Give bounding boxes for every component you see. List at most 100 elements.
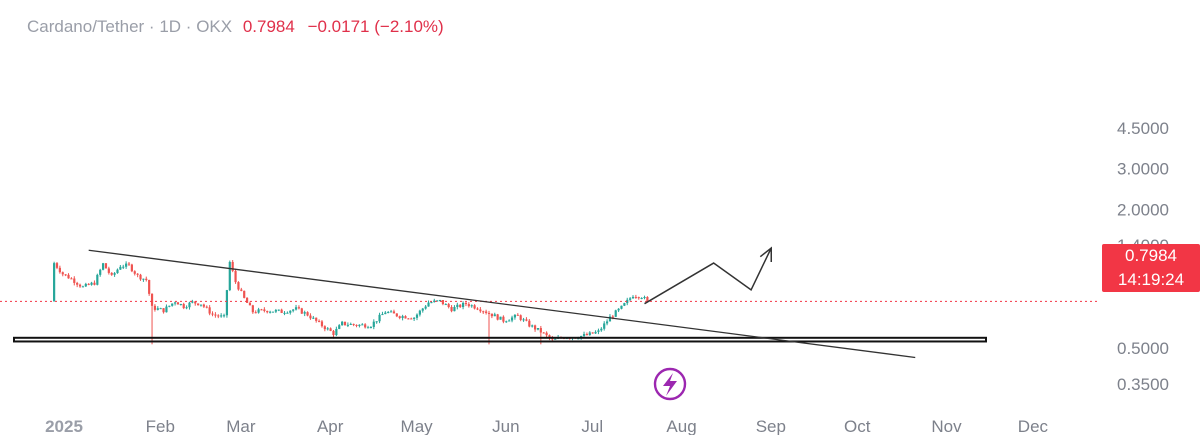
exchange-label: OKX (196, 17, 233, 36)
x-tick-label: Dec (1018, 417, 1049, 435)
candle-body (87, 283, 90, 285)
candle-body (306, 312, 309, 316)
candle-body (260, 309, 263, 311)
candle-body (96, 274, 99, 285)
candle-body (395, 313, 398, 317)
candle-body (485, 311, 488, 313)
candle-body (375, 321, 378, 323)
symbol-legend[interactable]: Cardano/Tether · 1D · OKX 0.7984 −0.0171… (27, 17, 444, 37)
candle-body (473, 305, 476, 309)
candle-body (142, 278, 145, 280)
candle-body (444, 304, 447, 306)
candle-body (245, 297, 249, 303)
candle-body (150, 293, 154, 306)
candle-body (110, 272, 113, 275)
candle-body (168, 305, 171, 307)
x-tick-label: Jun (492, 417, 519, 435)
candle-body (464, 302, 468, 305)
candle-body (139, 274, 142, 280)
candle-body (582, 334, 586, 336)
candle-body (398, 316, 401, 318)
candle-body (643, 297, 646, 299)
candle-body (271, 311, 275, 313)
candle-body (73, 278, 76, 283)
candle-body (303, 312, 306, 314)
candle-body (122, 266, 125, 268)
candle-body (225, 290, 229, 316)
candle-body (447, 304, 450, 308)
candle-body (329, 328, 332, 331)
candle-body (312, 317, 315, 319)
candle-body (381, 314, 384, 316)
candle-body (240, 289, 243, 291)
candle-body (433, 300, 436, 303)
candle-body (84, 283, 87, 287)
candle-body (372, 321, 375, 327)
x-tick-label: May (401, 417, 434, 435)
candle-body (614, 310, 617, 317)
candle-body (104, 263, 108, 269)
candle-body (424, 306, 427, 309)
candle-body (130, 264, 133, 272)
candle-body (211, 313, 214, 315)
candle-body (338, 325, 341, 329)
candle-body (251, 305, 254, 313)
candle-body (127, 263, 131, 265)
candle-body (125, 263, 128, 267)
candle-body (113, 273, 116, 275)
candle-body (528, 320, 531, 327)
candle-body (459, 304, 462, 308)
x-tick-label: Apr (317, 417, 344, 435)
candle-body (479, 309, 482, 312)
x-tick-label: 2025 (45, 417, 83, 435)
y-tick-label: 0.3500 (1117, 375, 1169, 394)
candle-body (430, 302, 433, 304)
candle-body (159, 308, 162, 310)
candle-body (179, 304, 182, 306)
candle-body (208, 307, 211, 314)
candle-body (101, 263, 105, 270)
candle-body (257, 309, 260, 313)
candle-body (502, 316, 505, 322)
candle-body (407, 318, 410, 320)
candle-body (145, 278, 148, 281)
lightning-bolt-icon[interactable] (653, 367, 687, 401)
candle-body (292, 309, 295, 311)
candle-body (214, 314, 217, 316)
separator-dot: · (185, 17, 192, 36)
candle-body (323, 326, 326, 330)
candle-body (116, 269, 119, 274)
candle-body (346, 324, 349, 326)
candle-body (220, 315, 223, 317)
candle-body (349, 323, 352, 325)
candle-body (231, 261, 234, 271)
candle-body (237, 282, 240, 290)
candle-body (283, 312, 286, 314)
candle-body (136, 273, 139, 275)
candle-body (605, 321, 609, 324)
candle-body (384, 312, 387, 315)
candle-body (341, 321, 344, 326)
descending-trendline (88, 249, 916, 359)
interval-label[interactable]: 1D (159, 17, 182, 36)
candle-body (508, 320, 511, 322)
candle-body (366, 327, 370, 329)
candle-body (531, 325, 534, 327)
candle-body (81, 286, 85, 288)
candle-body (309, 315, 312, 319)
candle-body (217, 315, 220, 317)
candle-body (173, 302, 177, 304)
candle-body (548, 335, 551, 339)
candle-body (119, 266, 122, 270)
candle-body (364, 324, 367, 328)
candle-body (436, 300, 439, 302)
projection-arrowhead (759, 246, 773, 262)
last-price-tag: 0.7984 (1125, 246, 1177, 265)
candle-body (171, 303, 174, 306)
candle-body (70, 278, 73, 280)
candle-body (254, 312, 257, 314)
last-price-label: 0.7984 14:19:24 (1102, 244, 1200, 292)
candle-body (413, 317, 416, 319)
